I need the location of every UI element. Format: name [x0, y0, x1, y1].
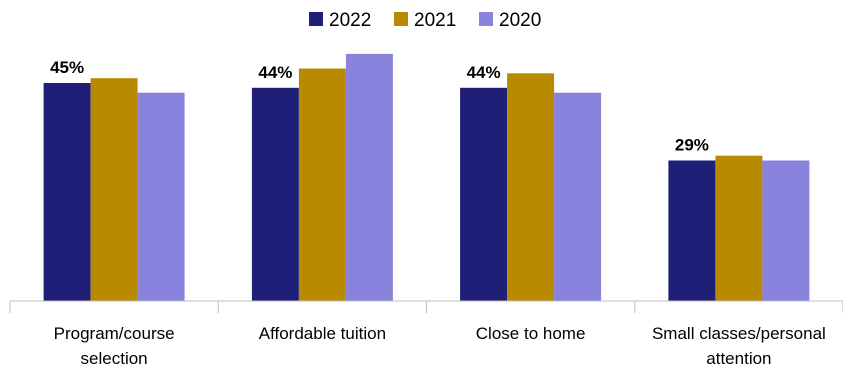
category-label-0: Program/course selection: [54, 324, 175, 368]
bar-2020-1: [345, 53, 393, 302]
x-axis: Program/course selection Affordable tuitio…: [9, 300, 843, 368]
legend: 2022 2021 2020: [309, 10, 541, 31]
category-label-line: Small classes/personal: [652, 324, 826, 343]
bar-2022-3: [668, 160, 716, 301]
bar-2021-1: [298, 68, 346, 301]
bar-2020-0: [137, 92, 185, 301]
bar-2022-2: [460, 87, 508, 301]
category-label-line: Program/course: [54, 324, 175, 343]
category-label-line: attention: [706, 349, 771, 368]
bar-2022-0: [43, 83, 91, 301]
legend-swatch-2021: [394, 12, 408, 26]
bar-2021-2: [507, 73, 555, 301]
category-label-line: selection: [81, 349, 148, 368]
legend-label-2022: 2022: [329, 10, 371, 31]
data-label-0: 45%: [50, 58, 84, 77]
category-label-3: Small classes/personal attention: [652, 324, 826, 368]
bar-2021-3: [715, 155, 763, 301]
bars-group: [43, 53, 810, 302]
category-label-line: Affordable tuition: [259, 324, 386, 343]
category-label-line: Close to home: [476, 324, 586, 343]
legend-swatch-2022: [309, 12, 323, 26]
category-label-2: Close to home: [476, 324, 586, 343]
data-labels-group: 45% 44% 44% 29%: [50, 58, 709, 155]
data-label-2: 44%: [467, 63, 501, 82]
data-label-3: 29%: [675, 136, 709, 155]
bar-2020-2: [554, 92, 602, 301]
legend-label-2020: 2020: [499, 10, 541, 31]
bar-2022-1: [251, 87, 299, 301]
bar-2021-0: [90, 78, 138, 301]
category-label-1: Affordable tuition: [259, 324, 386, 343]
legend-label-2021: 2021: [414, 10, 456, 31]
data-label-1: 44%: [258, 63, 292, 82]
legend-swatch-2020: [479, 12, 493, 26]
bar-2020-3: [762, 160, 810, 301]
